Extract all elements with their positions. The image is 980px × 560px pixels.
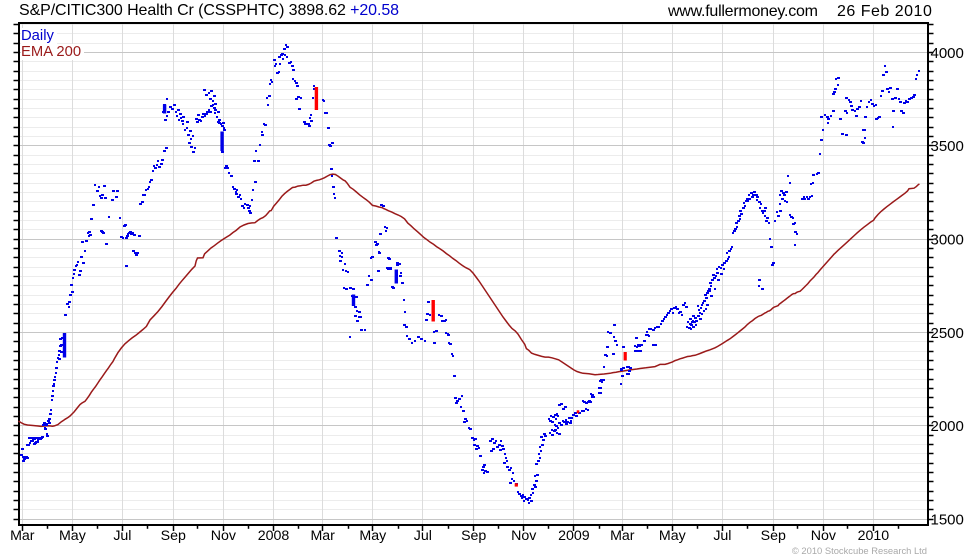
svg-text:2500: 2500: [931, 325, 964, 342]
svg-text:Mar: Mar: [610, 528, 635, 544]
svg-text:Nov: Nov: [511, 528, 537, 544]
svg-text:Sep: Sep: [461, 528, 486, 544]
svg-text:May: May: [59, 528, 87, 544]
svg-text:Sep: Sep: [761, 528, 786, 544]
svg-text:2000: 2000: [931, 418, 964, 435]
svg-text:1500: 1500: [931, 511, 964, 528]
svg-text:Jul: Jul: [113, 528, 131, 544]
svg-text:Nov: Nov: [211, 528, 237, 544]
svg-text:2009: 2009: [558, 528, 590, 544]
svg-text:Jul: Jul: [713, 528, 731, 544]
svg-text:Mar: Mar: [310, 528, 335, 544]
svg-text:May: May: [659, 528, 687, 544]
svg-text:4000: 4000: [931, 45, 964, 62]
svg-text:Mar: Mar: [10, 528, 35, 544]
svg-text:May: May: [359, 528, 387, 544]
svg-text:3000: 3000: [931, 231, 964, 248]
svg-text:3500: 3500: [931, 138, 964, 155]
svg-text:Nov: Nov: [811, 528, 837, 544]
svg-text:2008: 2008: [258, 528, 290, 544]
svg-text:Sep: Sep: [161, 528, 186, 544]
svg-text:2010: 2010: [858, 528, 890, 544]
svg-text:Jul: Jul: [414, 528, 432, 544]
